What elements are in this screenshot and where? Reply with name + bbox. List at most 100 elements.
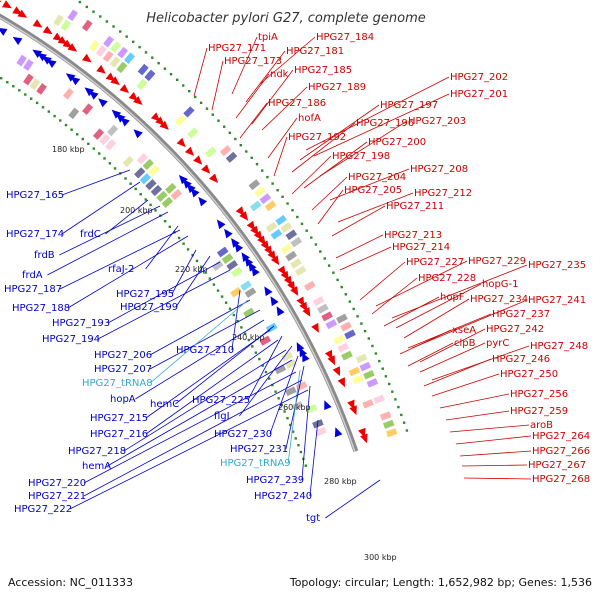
- reverse-gene-arrow: [241, 252, 250, 262]
- leader-line: [299, 104, 380, 161]
- cog-block: [110, 41, 122, 53]
- leader-line: [329, 168, 410, 201]
- guide-dot: [228, 307, 232, 310]
- cog-block: [144, 69, 156, 82]
- guide-dot: [41, 106, 45, 109]
- cog-block: [230, 287, 242, 298]
- guide-dot: [400, 413, 403, 417]
- cog-block: [243, 307, 255, 318]
- gene-label-reverse: HPG27_187: [4, 284, 62, 295]
- forward-gene-arrow: [327, 355, 335, 366]
- guide-dot: [236, 320, 239, 323]
- reverse-gene-arrow: [65, 73, 76, 82]
- gene-label-reverse: HPG27_239: [246, 475, 304, 486]
- gene-label-forward: HPG27_250: [500, 369, 558, 380]
- leader-line: [83, 371, 297, 484]
- forward-gene-arrow: [176, 137, 186, 148]
- cog-block: [321, 311, 333, 322]
- forward-gene-arrow: [42, 25, 53, 35]
- guide-dot: [394, 398, 397, 401]
- leader-line: [69, 389, 309, 510]
- cog-block: [270, 228, 283, 240]
- reverse-gene-arrow: [12, 36, 23, 46]
- cog-block: [136, 78, 148, 91]
- gene-label-forward: ndk: [270, 69, 289, 80]
- cog-block: [165, 182, 177, 194]
- cog-block: [95, 45, 107, 57]
- guide-dot: [310, 236, 313, 239]
- gene-label-reverse: HPG27_207: [94, 364, 152, 375]
- cog-block: [145, 178, 157, 191]
- forward-gene-arrow: [110, 76, 120, 86]
- forward-gene-arrow: [235, 206, 245, 216]
- gene-label-reverse: HPG27_215: [90, 413, 148, 424]
- leader-line: [339, 246, 392, 271]
- guide-dot: [53, 114, 56, 118]
- guide-dot: [381, 367, 384, 370]
- cog-block: [290, 258, 302, 269]
- guide-dot: [250, 156, 253, 159]
- gene-label-forward: xseA: [452, 325, 476, 336]
- cog-block: [315, 426, 327, 437]
- guide-dot: [119, 30, 122, 33]
- guide-dot: [371, 344, 374, 348]
- guide-dot: [70, 128, 73, 131]
- leader-line: [247, 335, 283, 401]
- cog-block: [285, 229, 298, 241]
- leader-line: [325, 479, 381, 519]
- leader-line: [267, 117, 298, 159]
- guide-dot: [47, 110, 50, 113]
- cog-block: [249, 200, 262, 212]
- gene-label-forward: HPG27_259: [510, 406, 568, 417]
- guide-dot: [199, 101, 203, 104]
- forward-gene-arrow: [119, 84, 129, 93]
- forward-gene-arrow: [332, 366, 340, 377]
- guide-dot: [391, 390, 394, 393]
- forward-gene-arrow: [150, 112, 161, 122]
- gene-label-reverse: frdB: [34, 250, 55, 261]
- leader-line: [149, 299, 251, 356]
- cog-block: [259, 335, 272, 346]
- gene-label-forward: HPG27_266: [532, 446, 590, 457]
- forward-gene-arrow: [250, 225, 259, 236]
- gene-label-forward: HPG27_171: [208, 43, 266, 54]
- kbp-tick-label: 220 kbp: [175, 265, 208, 274]
- forward-gene-arrow: [337, 377, 345, 388]
- leader-line: [291, 155, 332, 195]
- leader-line: [145, 225, 179, 270]
- forward-gene-arrow: [360, 433, 368, 444]
- gene-label-reverse: HPG27_195: [116, 289, 174, 300]
- guide-dot: [281, 195, 284, 198]
- guide-dot: [92, 10, 95, 13]
- leader-line: [231, 36, 258, 95]
- leader-line: [391, 264, 528, 319]
- cog-block: [170, 188, 183, 201]
- leader-line: [399, 329, 452, 355]
- gene-label-forward: HPG27_246: [492, 354, 550, 365]
- guide-dot: [87, 142, 90, 145]
- cog-block: [221, 253, 234, 264]
- leader-line: [411, 299, 528, 349]
- reverse-gene-arrow: [324, 400, 332, 410]
- cog-block: [294, 265, 307, 277]
- guide-dot: [291, 209, 294, 212]
- gene-label-forward: HPG27_197: [380, 100, 438, 111]
- cog-block: [248, 179, 261, 191]
- leader-line: [335, 234, 384, 259]
- leader-line: [97, 269, 231, 340]
- cog-block: [244, 287, 257, 298]
- gene-label-forward: HPG27_268: [532, 474, 590, 485]
- reverse-gene-arrow: [198, 196, 208, 207]
- cog-block: [105, 139, 117, 151]
- leader-line: [269, 355, 299, 435]
- cog-block: [325, 319, 338, 330]
- gene-label-forward: HPG27_196: [356, 118, 414, 129]
- leader-line: [135, 319, 265, 400]
- guide-dot: [205, 107, 209, 110]
- cog-block: [385, 428, 398, 438]
- gene-label-forward: pyrC: [486, 338, 509, 349]
- cog-block: [187, 127, 199, 139]
- leader-line: [145, 339, 279, 435]
- guide-dot: [291, 430, 295, 433]
- forward-gene-arrow: [287, 280, 296, 291]
